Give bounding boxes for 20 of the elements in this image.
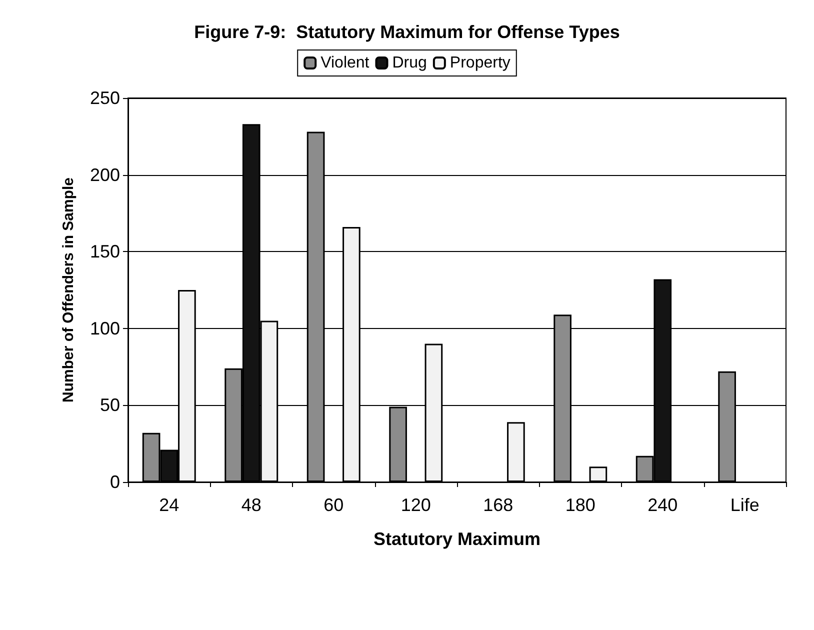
y-tick-label: 0 xyxy=(110,472,120,492)
x-tick-label: 48 xyxy=(241,495,262,515)
y-tick-label: 50 xyxy=(100,395,120,416)
x-axis-title: Statutory Maximum xyxy=(373,529,541,549)
y-axis-title: Number of Offenders in Sample xyxy=(60,177,77,403)
y-tick-label: 100 xyxy=(90,318,120,338)
y-tick-label: 250 xyxy=(90,88,120,108)
y-tick-label: 150 xyxy=(90,242,120,262)
legend-label: Property xyxy=(450,54,510,72)
x-tick-label: 180 xyxy=(565,495,596,515)
x-tick-label: 60 xyxy=(324,495,344,515)
x-tick-label: 240 xyxy=(648,495,678,515)
x-tick-label: 24 xyxy=(159,495,180,515)
chart-title: Figure 7-9: Statutory Maximum for Offense Types xyxy=(194,22,620,42)
legend-label: Drug xyxy=(392,54,427,72)
x-tick-label: 120 xyxy=(400,495,431,515)
x-tick-label: 168 xyxy=(483,495,514,515)
x-tick-label: Life xyxy=(730,495,760,515)
legend-label: Violent xyxy=(320,54,370,72)
y-tick-label: 200 xyxy=(90,164,120,185)
